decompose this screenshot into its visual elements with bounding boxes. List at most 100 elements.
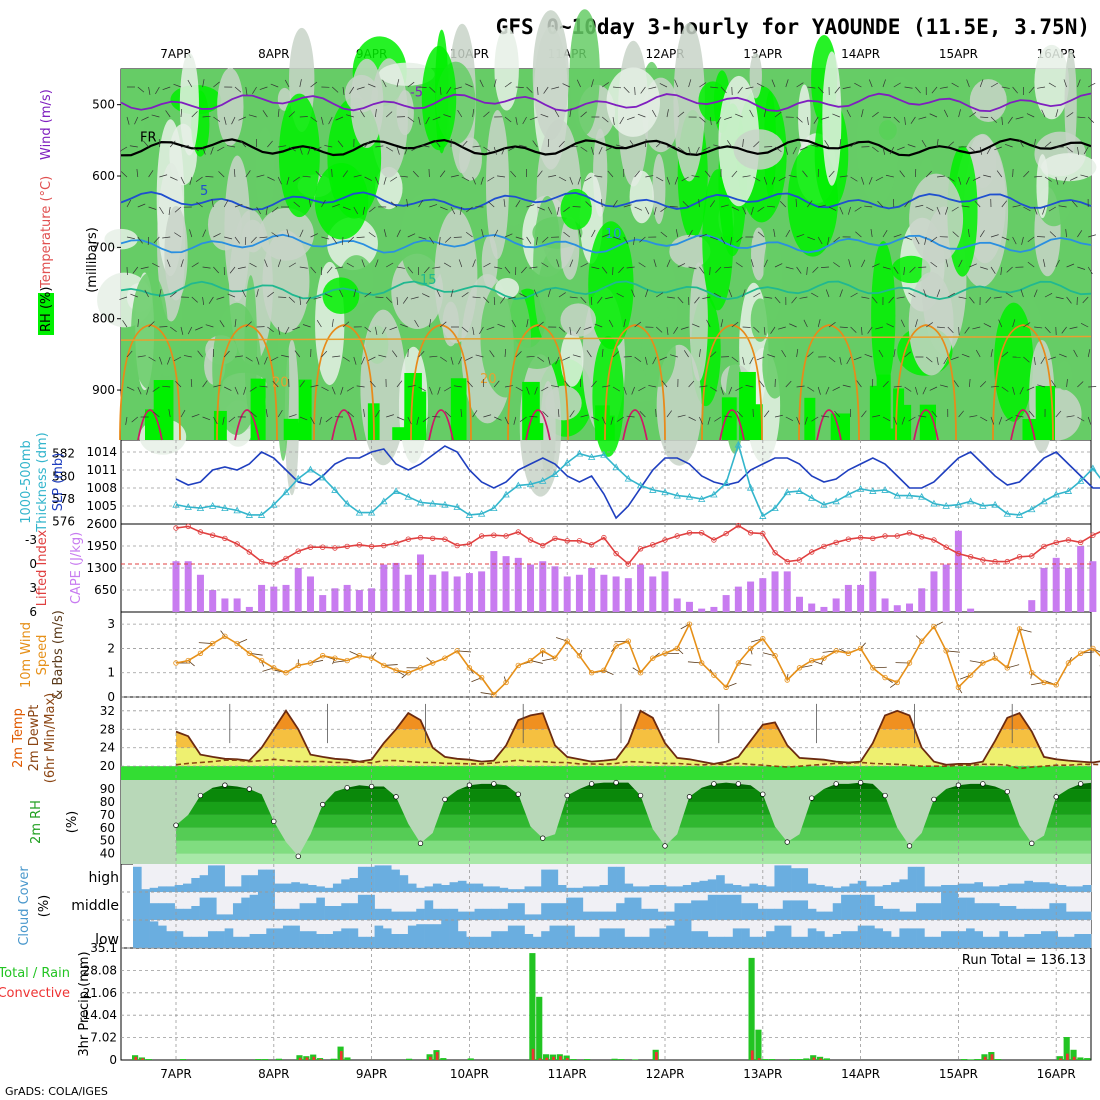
wind-barb <box>234 86 242 93</box>
wind-barb <box>1083 146 1089 155</box>
precip-total-bar <box>803 1058 810 1060</box>
wind-barb <box>132 266 139 274</box>
rh-shade <box>322 277 360 315</box>
wind10-point <box>466 665 473 671</box>
wind-barb <box>616 293 624 298</box>
cape-bar <box>747 581 755 612</box>
wind-barb <box>493 79 497 88</box>
wind-barb <box>864 205 873 208</box>
wind-barb <box>536 236 538 245</box>
wind-barb <box>728 289 733 298</box>
cape-bar <box>698 608 706 612</box>
wind10-point <box>711 672 717 678</box>
wind-barb <box>310 81 318 88</box>
cloud-high-bar <box>532 886 542 892</box>
wind-barb <box>580 146 588 152</box>
wind-barb <box>504 82 512 88</box>
wind-barb <box>872 415 881 418</box>
cloud-low-bar <box>599 928 609 948</box>
wind-barb <box>234 236 241 244</box>
wind-barb <box>645 139 647 148</box>
wind-barb <box>848 259 851 268</box>
wind-barb <box>211 199 214 208</box>
wind-barb <box>639 236 646 243</box>
temperature-label: Temperature (°C) <box>39 176 54 289</box>
wind-barb <box>1044 176 1052 182</box>
wind-barb <box>915 204 924 208</box>
wind-barb <box>720 204 729 208</box>
wind-barb <box>893 234 902 238</box>
cloud-low-bar <box>941 931 950 948</box>
cloud-middle-bar <box>757 908 767 920</box>
wind-barb <box>619 116 625 125</box>
wind-barb <box>569 145 578 148</box>
wind-barb <box>980 116 989 118</box>
wind-barb <box>629 140 635 148</box>
wind-barb <box>486 326 495 331</box>
rh-shade <box>641 317 676 387</box>
wind-barb <box>213 81 220 88</box>
wind-barb <box>569 296 578 299</box>
cloud-middle-bar <box>557 903 567 920</box>
wind-barb <box>356 236 365 239</box>
rh-shade <box>919 404 937 440</box>
wind-barb <box>446 86 452 94</box>
wind-barb <box>785 266 794 270</box>
wind-barb <box>140 266 149 270</box>
wind-barb <box>227 145 236 148</box>
wind-barb <box>202 146 206 155</box>
cloud-low-bar <box>1041 931 1050 948</box>
lifted-index-point <box>601 534 607 541</box>
wind-barb <box>288 262 297 268</box>
slp-line <box>175 445 1100 520</box>
wind-barb <box>396 146 400 155</box>
rh-shade <box>450 378 467 440</box>
cape-bar <box>270 586 278 612</box>
wind-barb <box>677 146 685 152</box>
wind-barb <box>256 289 259 298</box>
wind-barb <box>126 350 133 358</box>
wind-barb <box>432 266 441 269</box>
wind10-point <box>662 650 668 656</box>
wind-barb <box>180 109 183 118</box>
precip-conv-bar <box>559 1056 562 1060</box>
wind-barb <box>846 109 851 118</box>
wind-barb <box>259 385 268 388</box>
cloud-middle-bar <box>1024 908 1033 920</box>
lifted-index-point <box>283 555 289 562</box>
wind-barb <box>396 416 405 421</box>
wind-barb <box>129 145 138 148</box>
wind-barb <box>975 349 981 358</box>
wind-barb <box>785 229 791 238</box>
cloud-high-bar <box>882 885 892 892</box>
wind-barb <box>356 385 365 388</box>
footer-credit: GrADS: COLA/IGES <box>5 1085 108 1098</box>
wind-barb <box>537 86 539 95</box>
wind10-barb <box>349 651 360 657</box>
wind-barb <box>458 259 463 268</box>
wind-barb <box>443 386 452 392</box>
wind-barb <box>465 356 473 361</box>
wind10-barbs-label: & Barbs (m/s) <box>51 610 66 700</box>
wind-barb <box>742 289 746 298</box>
wind-barb <box>250 411 257 418</box>
wind-barb <box>961 205 970 208</box>
wind-barb <box>479 326 484 335</box>
cloud-high-bar <box>766 886 775 892</box>
rh-shade <box>969 79 1007 122</box>
wind-barb <box>972 176 981 181</box>
wind-barb <box>1077 416 1085 422</box>
cloud-high-bar <box>907 866 917 892</box>
wind-barb <box>407 81 415 88</box>
temp-tick: 32 <box>100 704 115 718</box>
rh-shade <box>1022 418 1041 440</box>
wind-barb <box>904 236 913 241</box>
wind-barb <box>817 386 821 395</box>
wind-barb <box>500 296 506 304</box>
cloud-middle-bar <box>607 911 617 920</box>
wind-barb <box>364 176 372 181</box>
cloud-high-bar <box>166 886 175 892</box>
wind-barb <box>472 259 476 268</box>
wind-barb <box>750 259 754 268</box>
wind-barb <box>839 206 844 215</box>
